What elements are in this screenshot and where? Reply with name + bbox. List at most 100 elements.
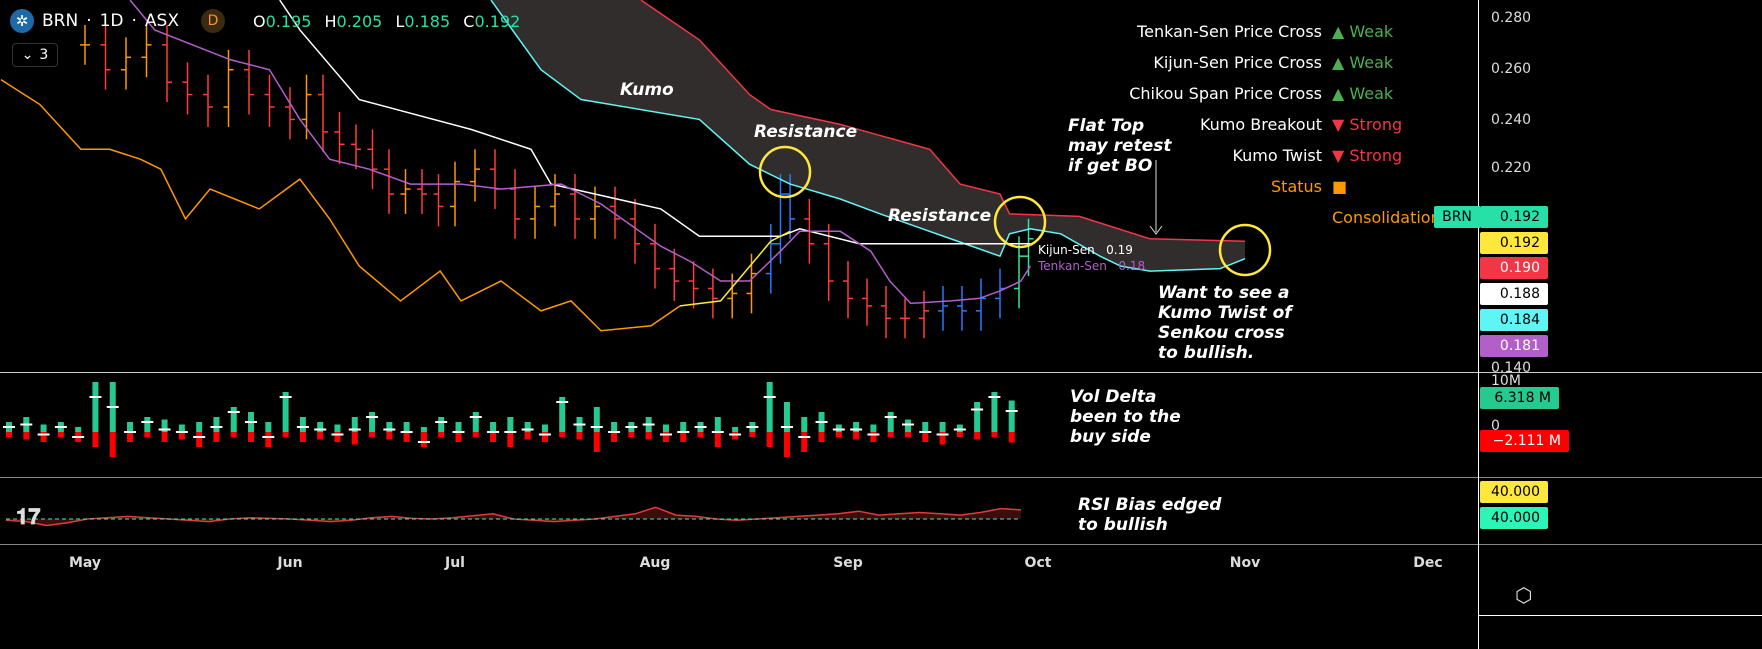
volume-buy-bar — [524, 422, 531, 432]
volume-sell-bar — [801, 432, 808, 452]
rsi-label: 40.000 — [1480, 507, 1548, 529]
volume-sell-bar — [732, 432, 739, 440]
settings-hexagon-icon[interactable]: ⬡ — [1515, 583, 1533, 607]
symbol-header: ✲ BRN · 1D · ASX D O0.195 H0.205 L0.185 C0… — [10, 9, 528, 33]
series-kumo-top-senkou-a-b- — [640, 0, 1246, 243]
signal-row: Kijun-Sen Price Cross ▲ Weak — [1129, 47, 1460, 78]
interval[interactable]: 1D — [99, 11, 124, 31]
signal-name: Kumo Breakout — [1199, 115, 1322, 134]
signal-row: Kumo Twist ▼ Strong — [1129, 140, 1460, 171]
volume-sell-bar — [766, 432, 773, 447]
price-tick: 0.240 — [1491, 112, 1532, 128]
signal-strength: ▲ Weak — [1332, 22, 1394, 41]
volume-sell-bar — [870, 432, 877, 442]
signal-strength: ▲ Weak — [1332, 53, 1394, 72]
volume-buy-bar — [611, 422, 618, 432]
volume-buy-bar — [904, 419, 911, 432]
highlight-circle — [1218, 223, 1272, 277]
tenkan-label: Tenkan-Sen 0.18 — [1038, 259, 1146, 273]
highlight-circle — [993, 195, 1047, 249]
pane-divider[interactable] — [0, 544, 1762, 545]
delayed-badge[interactable]: D — [201, 9, 225, 33]
volume-sell-bar — [680, 432, 687, 442]
volume-buy-bar — [438, 417, 445, 432]
volume-sell-bar — [57, 432, 64, 437]
volume-buy-bar — [351, 417, 358, 432]
series-chikou-span — [0, 79, 681, 332]
signal-name: Tenkan-Sen Price Cross — [1137, 22, 1322, 41]
kumo-twist-annotation: Want to see a Kumo Twist of Senkou cross… — [1158, 283, 1292, 363]
volume-sell-bar — [904, 432, 911, 437]
volume-buy-bar — [835, 424, 842, 432]
signal-row: Chikou Span Price Cross ▲ Weak — [1129, 78, 1460, 109]
volume-sell-bar — [611, 432, 618, 442]
volume-buy-bar — [420, 427, 427, 432]
volume-buy-bar — [178, 424, 185, 432]
tradingview-logo[interactable]: 𝟏𝟕 — [16, 505, 41, 530]
volume-buy-bar — [680, 422, 687, 432]
signal-strength: ■ Consolidation — [1332, 177, 1441, 227]
volume-buy-bar — [559, 397, 566, 432]
volume-buy-bar — [369, 412, 376, 432]
volume-sell-bar — [109, 432, 116, 457]
volume-sell-bar — [265, 432, 272, 447]
kijun-label: Kijun-Sen 0.19 — [1038, 243, 1133, 257]
volume-sell-bar — [939, 432, 946, 445]
volume-tick: 0 — [1491, 418, 1500, 434]
volume-buy-bar — [887, 412, 894, 432]
volume-buy-bar — [507, 417, 514, 432]
volume-sell-bar — [490, 432, 497, 442]
signal-strength: ▼ Strong — [1332, 115, 1403, 134]
volume-buy-bar — [213, 417, 220, 432]
symbol[interactable]: BRN — [42, 11, 79, 31]
volume-sell-bar — [507, 432, 514, 447]
volume-sell-bar — [23, 432, 30, 440]
highlight-circle — [758, 145, 812, 199]
time-tick: Nov — [1229, 555, 1261, 571]
volume-buy-bar — [490, 422, 497, 432]
volume-sell-bar — [783, 432, 790, 457]
volume-buy-bar — [317, 422, 324, 432]
time-tick: May — [68, 555, 102, 571]
volume-sell-bar — [887, 432, 894, 437]
volume-sell-bar — [455, 432, 462, 442]
volume-sell-bar — [593, 432, 600, 452]
signal-row: Status ■ Consolidation — [1129, 171, 1460, 233]
volume-buy-bar — [783, 402, 790, 432]
flat-top-annotation: Flat Top may retest if get BO — [1068, 116, 1172, 176]
volume-buy-bar — [196, 422, 203, 432]
brn-logo-icon: ✲ — [10, 9, 34, 33]
exchange: ASX — [144, 11, 179, 31]
vol-delta-annotation: Vol Delta been to the buy side — [1070, 387, 1181, 447]
volume-buy-bar — [956, 424, 963, 432]
volume-buy-bar — [282, 392, 289, 432]
volume-sell-bar — [369, 432, 376, 437]
kumo-annotation: Kumo — [620, 80, 674, 100]
volume-label: −2.111 M — [1480, 430, 1569, 452]
volume-sell-bar — [386, 432, 393, 440]
volume-buy-bar — [541, 424, 548, 432]
volume-sell-bar — [835, 432, 842, 437]
indicators-toggle[interactable]: ⌄ 3 — [12, 43, 58, 67]
pane-divider[interactable] — [0, 477, 1762, 478]
volume-sell-bar — [524, 432, 531, 440]
volume-sell-bar — [991, 432, 998, 437]
volume-sell-bar — [92, 432, 99, 447]
volume-buy-bar — [939, 422, 946, 432]
signal-name: Kijun-Sen Price Cross — [1153, 53, 1322, 72]
time-tick: Jun — [277, 555, 303, 571]
pane-divider[interactable] — [0, 372, 1762, 373]
volume-sell-bar — [403, 432, 410, 442]
rsi-fill — [6, 507, 1021, 526]
volume-buy-bar — [334, 424, 341, 432]
price-axis[interactable]: ⬡ 0.280 0.260 0.240 0.220 0.140 0.192 BRN 0.192… — [1434, 0, 1762, 649]
price-tick: 0.140 — [1491, 360, 1532, 376]
price-tick: 0.260 — [1491, 61, 1532, 77]
volume-sell-bar — [853, 432, 860, 440]
volume-sell-bar — [230, 432, 237, 437]
volume-sell-bar — [6, 432, 12, 437]
time-tick: Jul — [445, 555, 465, 571]
volume-buy-bar — [974, 402, 981, 432]
volume-sell-bar — [299, 432, 306, 442]
chart-canvas[interactable] — [0, 0, 1478, 578]
